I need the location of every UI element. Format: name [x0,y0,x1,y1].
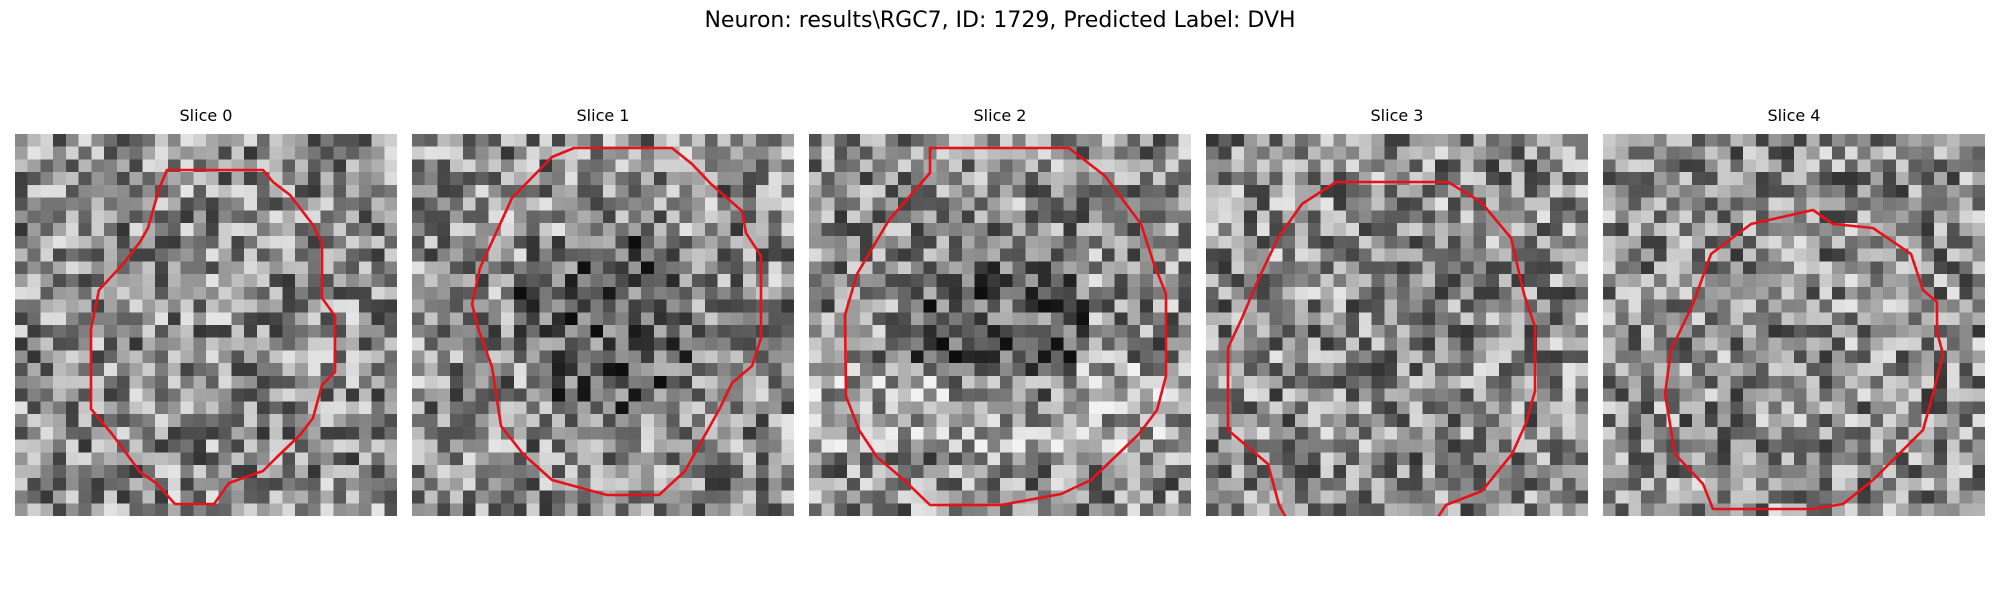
roi-contour-line [470,146,763,497]
slice-image [1206,134,1588,516]
slice-title: Slice 3 [1370,106,1424,125]
slice-title: Slice 2 [973,106,1027,125]
roi-contour [89,168,337,506]
roi-contour-line [843,146,1168,507]
roi-contour [1663,208,1945,511]
figure-title: Neuron: results\RGC7, ID: 1729, Predicte… [704,8,1296,33]
slice-title: Slice 1 [576,106,630,125]
grayscale-pixel-grid [809,134,1191,516]
slice-title: Slice 4 [1767,106,1821,125]
grayscale-pixel-grid [1603,134,1985,516]
roi-contour-line [1226,180,1537,516]
slice-image [1603,134,1985,516]
roi-contour [1226,180,1537,516]
slice-image [809,134,1191,516]
grayscale-pixel-grid [15,134,397,516]
roi-contour [470,146,763,497]
grayscale-pixel-grid [412,134,794,516]
slice-title: Slice 0 [179,106,233,125]
roi-contour [843,146,1168,507]
grayscale-pixel-grid [1206,134,1588,516]
roi-contour-line [1663,208,1945,511]
slice-image [412,134,794,516]
roi-contour-line [89,168,337,506]
slice-image [15,134,397,516]
